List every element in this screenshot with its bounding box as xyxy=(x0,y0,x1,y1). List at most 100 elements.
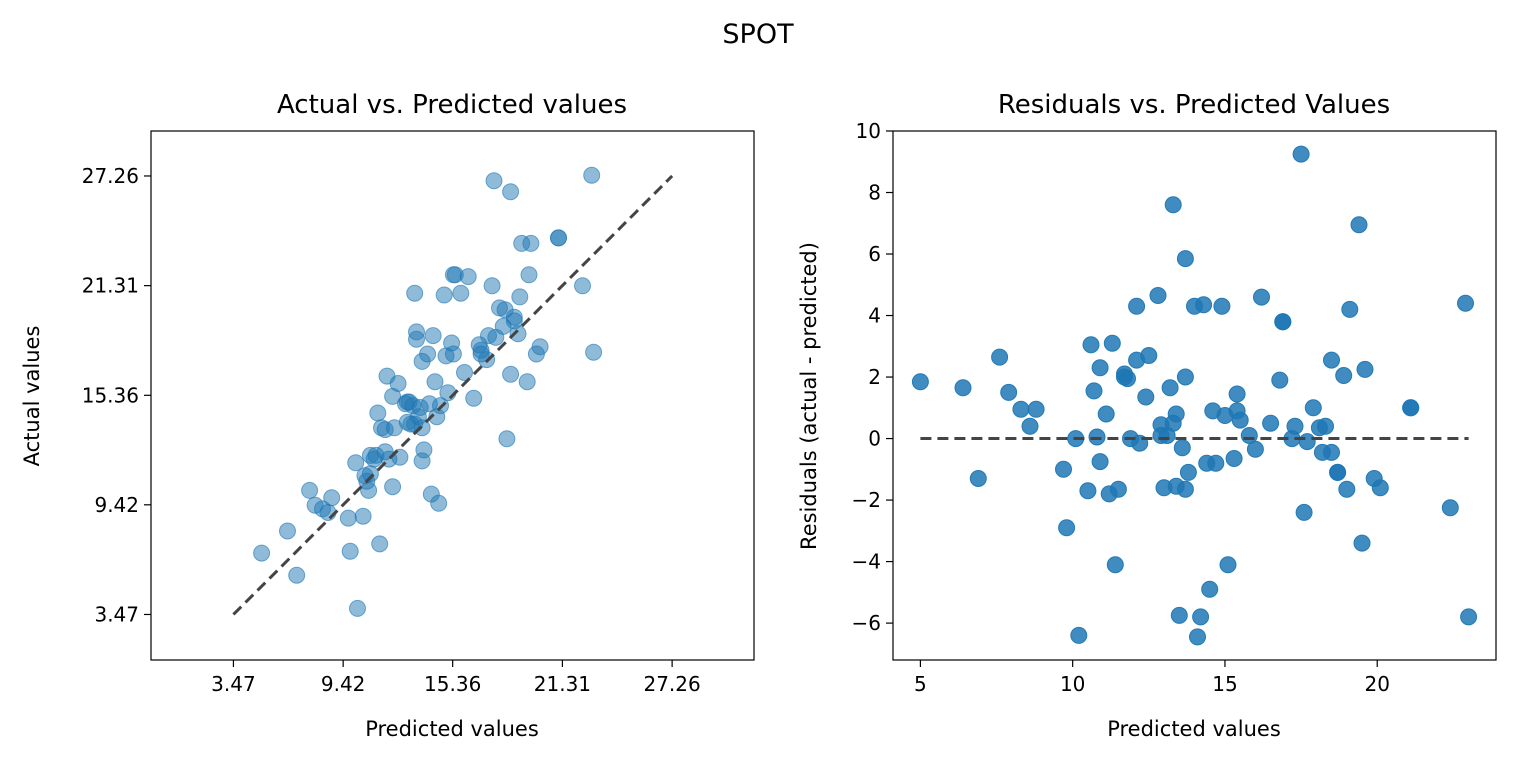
actual-vs-predicted-point xyxy=(444,345,462,363)
actual-vs-predicted-point xyxy=(253,544,271,562)
actual-vs-predicted-x-tick-label: 27.26 xyxy=(643,672,700,696)
actual-vs-predicted-point xyxy=(347,454,365,472)
actual-vs-predicted-point xyxy=(511,288,529,306)
residuals-point xyxy=(1225,450,1243,467)
actual-vs-predicted-point xyxy=(435,286,453,304)
actual-vs-predicted-point xyxy=(522,234,540,252)
actual-vs-predicted-point xyxy=(339,509,357,527)
actual-vs-predicted-point xyxy=(483,277,501,295)
residuals-point xyxy=(1213,297,1231,315)
actual-vs-predicted-point xyxy=(288,566,306,584)
residuals-point xyxy=(1176,250,1194,268)
residuals-point xyxy=(1219,556,1237,574)
actual-vs-predicted-point xyxy=(518,373,536,391)
residuals-point xyxy=(1329,463,1347,481)
actual-vs-predicted-point xyxy=(585,343,603,361)
actual-vs-predicted-point xyxy=(341,542,359,560)
residuals-point xyxy=(1091,359,1109,377)
residuals-point xyxy=(1304,399,1322,417)
actual-vs-predicted-point xyxy=(583,166,601,184)
residuals-x-ticks: 5 10 15 20 xyxy=(914,660,1390,696)
actual-vs-predicted-point xyxy=(279,522,296,540)
actual-vs-predicted-point xyxy=(430,494,448,512)
actual-vs-predicted-point xyxy=(465,389,483,407)
residuals-y-tick-label: −2 xyxy=(852,488,881,512)
actual-vs-predicted-point xyxy=(411,399,429,416)
actual-vs-predicted-point xyxy=(415,441,433,459)
residuals-point xyxy=(1195,296,1213,314)
residuals-point xyxy=(1189,628,1206,646)
actual-vs-predicted-point xyxy=(485,172,503,190)
residuals-point xyxy=(1085,382,1103,400)
actual-vs-predicted-point xyxy=(531,338,549,356)
actual-vs-predicted-point xyxy=(470,336,488,354)
actual-vs-predicted-panel: Actual vs. Predicted values 3.47 9.42 15.3… xyxy=(20,90,755,741)
actual-vs-predicted-point xyxy=(520,266,538,284)
residuals-point xyxy=(1323,443,1340,461)
residuals-point xyxy=(1097,405,1115,423)
residuals-point xyxy=(1310,419,1328,437)
residuals-point xyxy=(969,470,987,487)
residuals-plot-area xyxy=(892,130,1497,661)
residuals-point xyxy=(1088,428,1106,446)
residuals-y-tick-label: 6 xyxy=(868,242,881,266)
residuals-point xyxy=(1079,482,1097,500)
actual-vs-predicted-point xyxy=(408,323,425,341)
residuals-point xyxy=(1253,288,1270,306)
actual-vs-predicted-point xyxy=(360,481,378,499)
actual-vs-predicted-point xyxy=(398,413,416,431)
residuals-point xyxy=(1155,479,1173,497)
residuals-point xyxy=(1012,400,1030,418)
actual-vs-predicted-point xyxy=(502,365,520,383)
actual-vs-predicted-point xyxy=(369,404,387,422)
actual-vs-predicted-y-tick-label: 15.36 xyxy=(82,383,139,407)
residuals-x-tick-label: 15 xyxy=(1212,672,1237,696)
residuals-point xyxy=(1091,453,1109,471)
residuals-point xyxy=(1204,402,1222,420)
actual-vs-predicted-y-tick-label: 21.31 xyxy=(82,274,139,298)
residuals-point xyxy=(1109,480,1127,498)
residuals-point xyxy=(1027,400,1045,418)
residuals-point xyxy=(1338,480,1356,498)
residuals-point xyxy=(1228,385,1246,403)
residuals-point xyxy=(1140,347,1158,364)
residuals-points xyxy=(911,145,1478,646)
actual-vs-predicted-point xyxy=(323,489,341,507)
actual-vs-predicted-point xyxy=(459,268,477,286)
residuals-y-ticks: −6 −4 −2 0 2 4 6 8 10 xyxy=(852,119,893,635)
actual-vs-predicted-point xyxy=(389,375,407,392)
actual-vs-predicted-point xyxy=(509,325,527,343)
residuals-point xyxy=(1170,606,1188,624)
actual-vs-predicted-point xyxy=(505,308,523,326)
residuals-point xyxy=(1058,519,1076,537)
residuals-x-tick-label: 5 xyxy=(914,672,927,696)
residuals-point xyxy=(1271,371,1289,389)
residuals-point xyxy=(1295,503,1313,521)
residuals-y-axis-label: Residuals (actual - predicted) xyxy=(797,242,821,550)
residuals-y-tick-label: 8 xyxy=(868,181,881,205)
actual-vs-predicted-point xyxy=(456,364,473,381)
actual-vs-predicted-y-tick-label: 27.26 xyxy=(82,164,139,188)
actual-vs-predicted-point xyxy=(406,284,424,302)
residuals-y-tick-label: 2 xyxy=(868,365,881,389)
residuals-point xyxy=(1161,379,1179,397)
actual-vs-predicted-reference-line xyxy=(232,174,674,616)
actual-vs-predicted-y-tick-label: 9.42 xyxy=(94,493,139,517)
residuals-point xyxy=(1262,414,1280,432)
residuals-point xyxy=(1371,479,1389,497)
residuals-x-tick-label: 20 xyxy=(1365,672,1390,696)
residuals-point xyxy=(1179,463,1197,481)
residuals-point xyxy=(1192,608,1210,626)
residuals-x-tick-label: 10 xyxy=(1060,672,1085,696)
actual-vs-predicted-point xyxy=(349,599,366,617)
residuals-point xyxy=(1298,433,1316,451)
residuals-point xyxy=(1082,336,1100,354)
actual-vs-predicted-point xyxy=(301,481,319,499)
actual-vs-predicted-x-tick-label: 3.47 xyxy=(211,672,256,696)
actual-vs-predicted-y-ticks: 3.47 9.42 15.36 21.31 27.26 xyxy=(82,164,151,626)
residuals-y-tick-label: 4 xyxy=(868,304,881,328)
residuals-point xyxy=(1176,480,1194,498)
residuals-point xyxy=(1149,287,1167,304)
actual-vs-predicted-point xyxy=(376,443,394,461)
